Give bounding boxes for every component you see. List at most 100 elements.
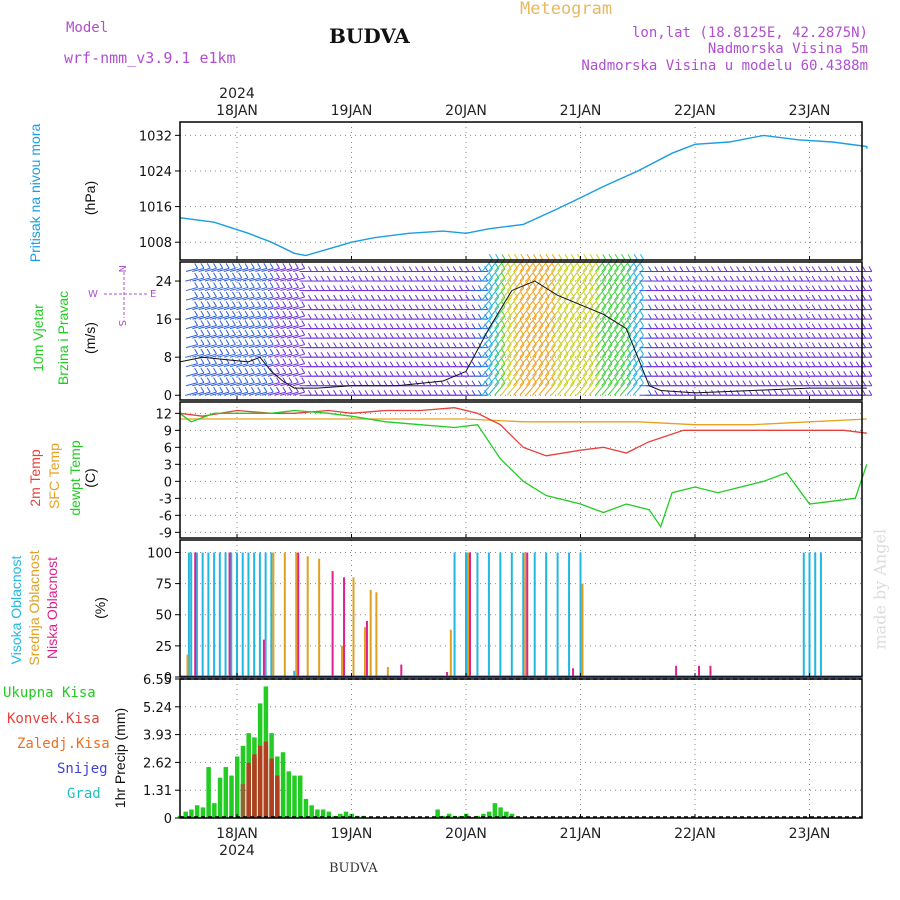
wind-barb-flag bbox=[452, 342, 457, 348]
wind-barb bbox=[192, 334, 205, 339]
wind-barb-flag bbox=[654, 380, 659, 386]
wind-barb-flag bbox=[685, 275, 690, 282]
wind-barb bbox=[280, 334, 293, 339]
wind-barb bbox=[588, 344, 600, 358]
wind-barb-flag bbox=[773, 332, 778, 339]
meteogram-label: Meteogram bbox=[520, 0, 613, 19]
wind-barb bbox=[500, 344, 512, 358]
wind-barb bbox=[532, 297, 544, 310]
wind-barb-flag bbox=[213, 282, 217, 288]
wind-barb-flag bbox=[711, 370, 715, 377]
wind-barb-flag bbox=[352, 342, 356, 348]
wind-barb bbox=[217, 325, 230, 330]
wind-barb-flag bbox=[301, 320, 306, 326]
wind-barb-flag bbox=[471, 275, 476, 282]
wind-barb-flag bbox=[225, 377, 230, 383]
wind-barb bbox=[532, 306, 544, 320]
wind-barb bbox=[513, 287, 525, 301]
wind-barb bbox=[563, 277, 575, 291]
wind-barb bbox=[211, 334, 223, 339]
wind-barb bbox=[236, 286, 249, 292]
wind-barb-flag bbox=[748, 380, 753, 386]
wind-barb-flag bbox=[792, 361, 797, 367]
wind-barb-flag bbox=[843, 266, 848, 272]
wind-barb-flag bbox=[377, 304, 382, 310]
wind-barb-flag bbox=[415, 351, 419, 358]
precip-conv-bar bbox=[257, 745, 263, 818]
wind-barb bbox=[613, 277, 625, 291]
wind-barb-flag bbox=[257, 358, 262, 364]
wind-barb-flag bbox=[685, 294, 690, 301]
wind-barb bbox=[494, 363, 506, 377]
wind-barb bbox=[204, 363, 217, 368]
wind-barb-flag bbox=[402, 370, 407, 377]
wind-barb-flag bbox=[238, 329, 243, 336]
wind-barb bbox=[236, 353, 249, 358]
wind-barb-flag bbox=[364, 313, 369, 320]
wind-barb-flag bbox=[194, 263, 199, 269]
wind-barb-flag bbox=[673, 342, 678, 348]
wind-barb bbox=[242, 315, 255, 320]
wind-barb-flag bbox=[440, 304, 445, 310]
wind-barb bbox=[569, 306, 581, 320]
precip-total-bar bbox=[212, 803, 217, 818]
wind-barb-flag bbox=[263, 367, 268, 374]
wind-barb bbox=[185, 334, 198, 339]
wind-barb bbox=[267, 344, 280, 349]
wind-barb-flag bbox=[339, 370, 344, 377]
wind-barb bbox=[525, 382, 537, 396]
wind-barb-flag bbox=[452, 323, 457, 329]
wind-barb-flag bbox=[364, 361, 369, 367]
wind-barb bbox=[198, 334, 211, 339]
wind-barb bbox=[248, 382, 261, 387]
wind-barb-flag bbox=[717, 304, 722, 310]
wind-barb bbox=[601, 344, 613, 358]
wind-barb bbox=[607, 373, 619, 387]
wind-barb-flag bbox=[704, 323, 709, 329]
wind-barb-flag bbox=[396, 304, 400, 310]
wind-barb-flag bbox=[478, 285, 482, 291]
wind-barb-flag bbox=[729, 313, 734, 320]
wind-barb-flag bbox=[717, 380, 722, 386]
wind-barb-flag bbox=[862, 304, 867, 310]
wind-barb-flag bbox=[301, 339, 306, 345]
wind-barb bbox=[544, 306, 556, 320]
precip-total-bar bbox=[326, 811, 332, 818]
wind-barb bbox=[204, 353, 217, 358]
wind-barb-flag bbox=[452, 313, 457, 320]
wind-barb-flag bbox=[358, 342, 363, 348]
wind-barb-flag bbox=[282, 367, 287, 374]
wind-barb-flag bbox=[440, 370, 445, 377]
wind-barb-flag bbox=[415, 304, 419, 310]
wind-barb bbox=[607, 382, 619, 396]
wind-barb-flag bbox=[723, 332, 728, 339]
wind-barb-flag bbox=[257, 320, 262, 326]
wind-barb-flag bbox=[748, 266, 753, 272]
wind-barb-flag bbox=[805, 351, 810, 358]
wind-barb bbox=[588, 268, 600, 282]
wind-barb-flag bbox=[339, 332, 344, 339]
wind-barb-flag bbox=[408, 332, 413, 339]
wind-barb-flag bbox=[773, 285, 778, 291]
wind-barb-flag bbox=[440, 294, 445, 301]
wind-barb-flag bbox=[748, 304, 753, 310]
wind-barb-flag bbox=[326, 275, 331, 282]
wind-barb-flag bbox=[250, 329, 255, 336]
wind-barb bbox=[223, 353, 236, 358]
compass-east: E bbox=[150, 289, 156, 300]
wind-barb bbox=[607, 316, 619, 329]
wind-barb-flag bbox=[250, 377, 255, 383]
wind-barb-flag bbox=[836, 389, 841, 396]
wind-barb-flag bbox=[339, 294, 344, 301]
wind-barb-flag bbox=[849, 323, 854, 329]
wind-barb-flag bbox=[402, 342, 407, 348]
wind-barb-flag bbox=[685, 323, 690, 329]
wind-barb-flag bbox=[370, 389, 375, 396]
wind-barb bbox=[613, 335, 625, 348]
wind-barb bbox=[230, 296, 242, 301]
wind-barb-flag bbox=[402, 351, 407, 358]
wind-barb-flag bbox=[471, 389, 476, 396]
wind-barb bbox=[506, 306, 518, 320]
wind-barb bbox=[557, 344, 569, 358]
wind-barb bbox=[519, 363, 531, 377]
